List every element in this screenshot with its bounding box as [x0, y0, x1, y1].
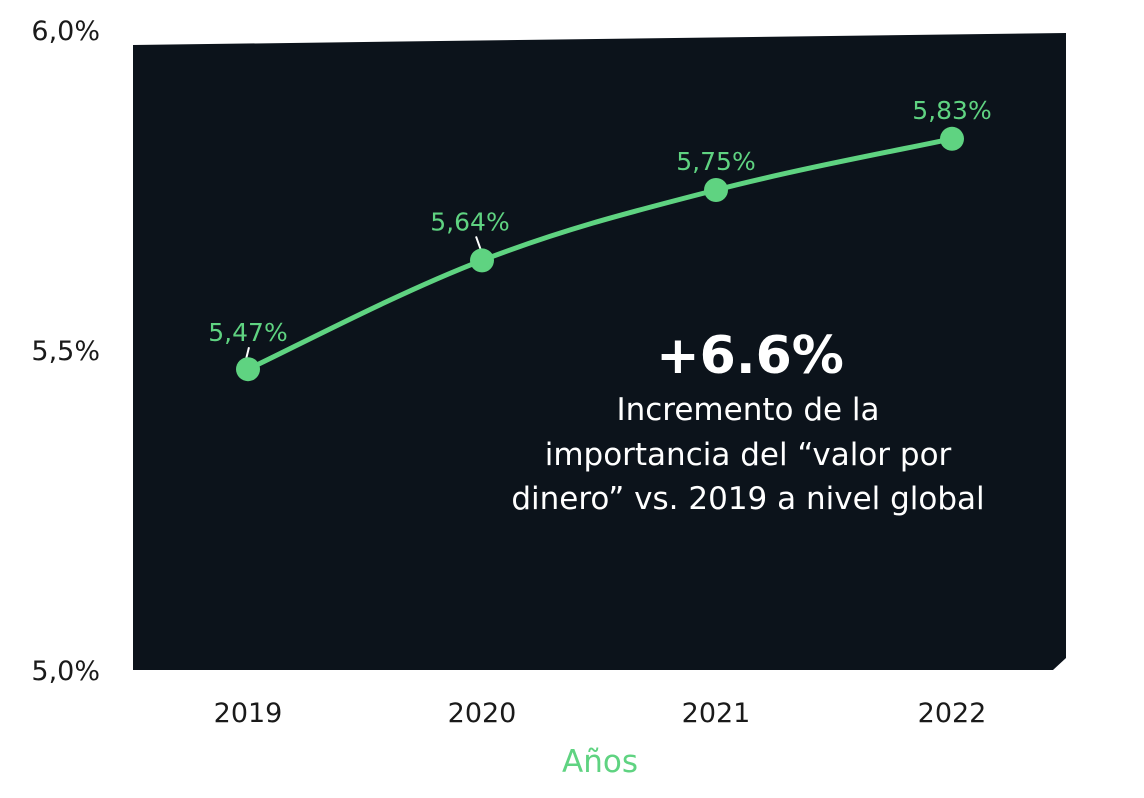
plot-background	[133, 33, 1066, 670]
y-axis-ticks: 6,0% 5,5% 5,0%	[31, 16, 100, 687]
data-label: 5,47%	[208, 318, 287, 347]
series-line	[245, 136, 955, 372]
data-label: 5,75%	[676, 147, 755, 176]
y-tick-label: 5,0%	[31, 656, 100, 687]
callout: +6.6% Incremento de la importancia del “…	[511, 326, 984, 517]
callout-headline: +6.6%	[656, 326, 844, 386]
data-points	[236, 126, 964, 382]
callout-line: Incremento de la	[616, 392, 879, 428]
callout-line: importancia del “valor por	[545, 437, 952, 473]
x-axis-ticks: 2019 2020 2021 2022	[214, 698, 987, 729]
data-labels: 5,47% 5,64% 5,75% 5,83%	[208, 96, 991, 347]
y-tick-label: 5,5%	[31, 336, 100, 367]
data-point	[940, 126, 964, 151]
data-label: 5,64%	[430, 207, 509, 236]
data-label-leader	[475, 236, 482, 251]
x-tick-label: 2020	[448, 698, 517, 729]
x-axis-title: Años	[562, 744, 638, 780]
x-tick-label: 2022	[918, 698, 987, 729]
data-label: 5,83%	[912, 96, 991, 125]
y-tick-label: 6,0%	[31, 16, 100, 47]
data-point	[704, 178, 728, 202]
data-label-leader	[245, 346, 250, 360]
callout-line: dinero” vs. 2019 a nivel global	[511, 481, 984, 517]
x-tick-label: 2019	[214, 698, 283, 729]
data-label-leaders	[245, 236, 482, 360]
data-point	[236, 357, 260, 382]
x-tick-label: 2021	[682, 698, 751, 729]
data-point	[470, 248, 494, 273]
